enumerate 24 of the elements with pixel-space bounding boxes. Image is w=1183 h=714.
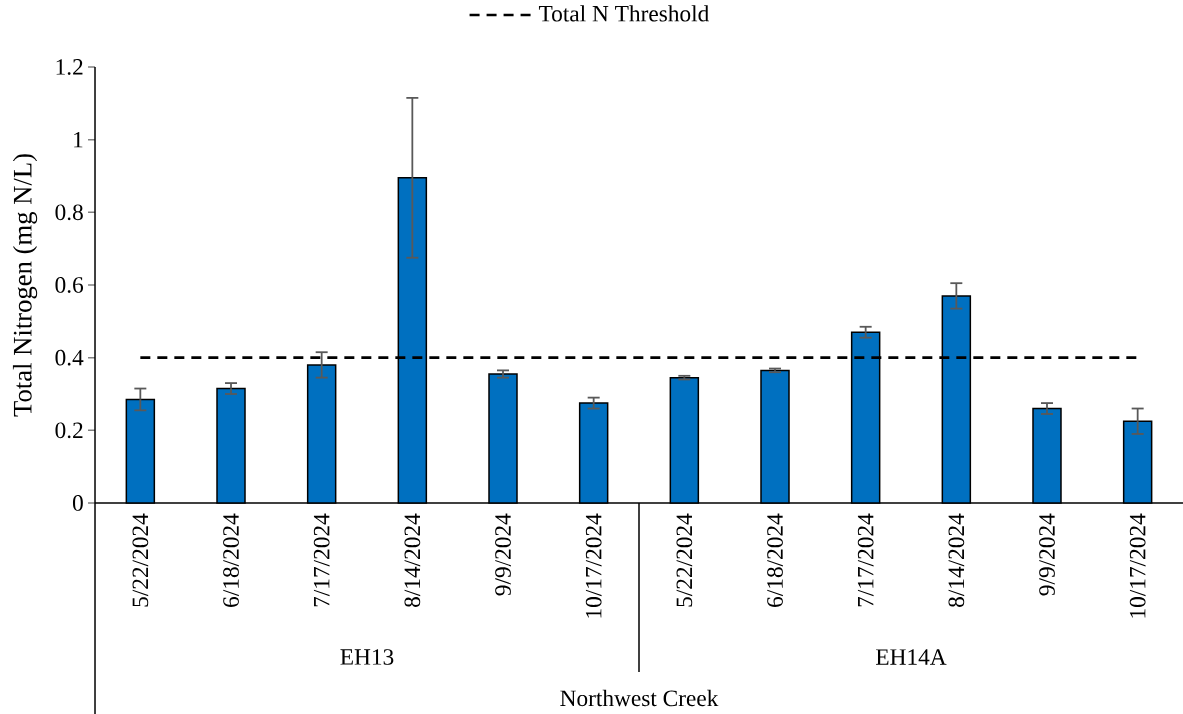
- x-tick-label: 5/22/2024: [132, 513, 149, 607]
- y-tick-label: 0.4: [55, 349, 84, 366]
- x-tick-label: 8/14/2024: [404, 513, 421, 607]
- y-tick-label: 0.8: [55, 204, 83, 221]
- y-tick-label: 1: [74, 131, 83, 148]
- y-tick-label: 0.2: [55, 422, 83, 439]
- x-tick-label: 7/17/2024: [313, 513, 330, 607]
- x-tick-label: 8/14/2024: [948, 513, 965, 607]
- x-tick-label: 5/22/2024: [676, 513, 693, 607]
- y-tick-label: 0: [72, 495, 83, 511]
- x-tick-label: 7/17/2024: [857, 513, 874, 607]
- y-tick-label: 1.2: [56, 59, 83, 75]
- x-axis-title: Northwest Creek: [560, 689, 719, 707]
- text: EH13: [340, 649, 394, 665]
- x-tick-label: 9/9/2024: [495, 513, 511, 596]
- text: EH14A: [876, 649, 947, 665]
- x-tick-label: 10/17/2024: [1129, 513, 1146, 618]
- x-tick-label: 9/9/2024: [1039, 513, 1055, 596]
- x-tick-label: 6/18/2024: [767, 513, 783, 607]
- y-tick-label: 0.6: [55, 277, 84, 293]
- y-axis-title: Total Nitrogen (mg N/L): [12, 154, 38, 417]
- x-tick-label: 10/17/2024: [585, 513, 602, 618]
- legend-label: Total N Threshold: [538, 5, 709, 22]
- x-tick-label: 6/18/2024: [223, 513, 239, 607]
